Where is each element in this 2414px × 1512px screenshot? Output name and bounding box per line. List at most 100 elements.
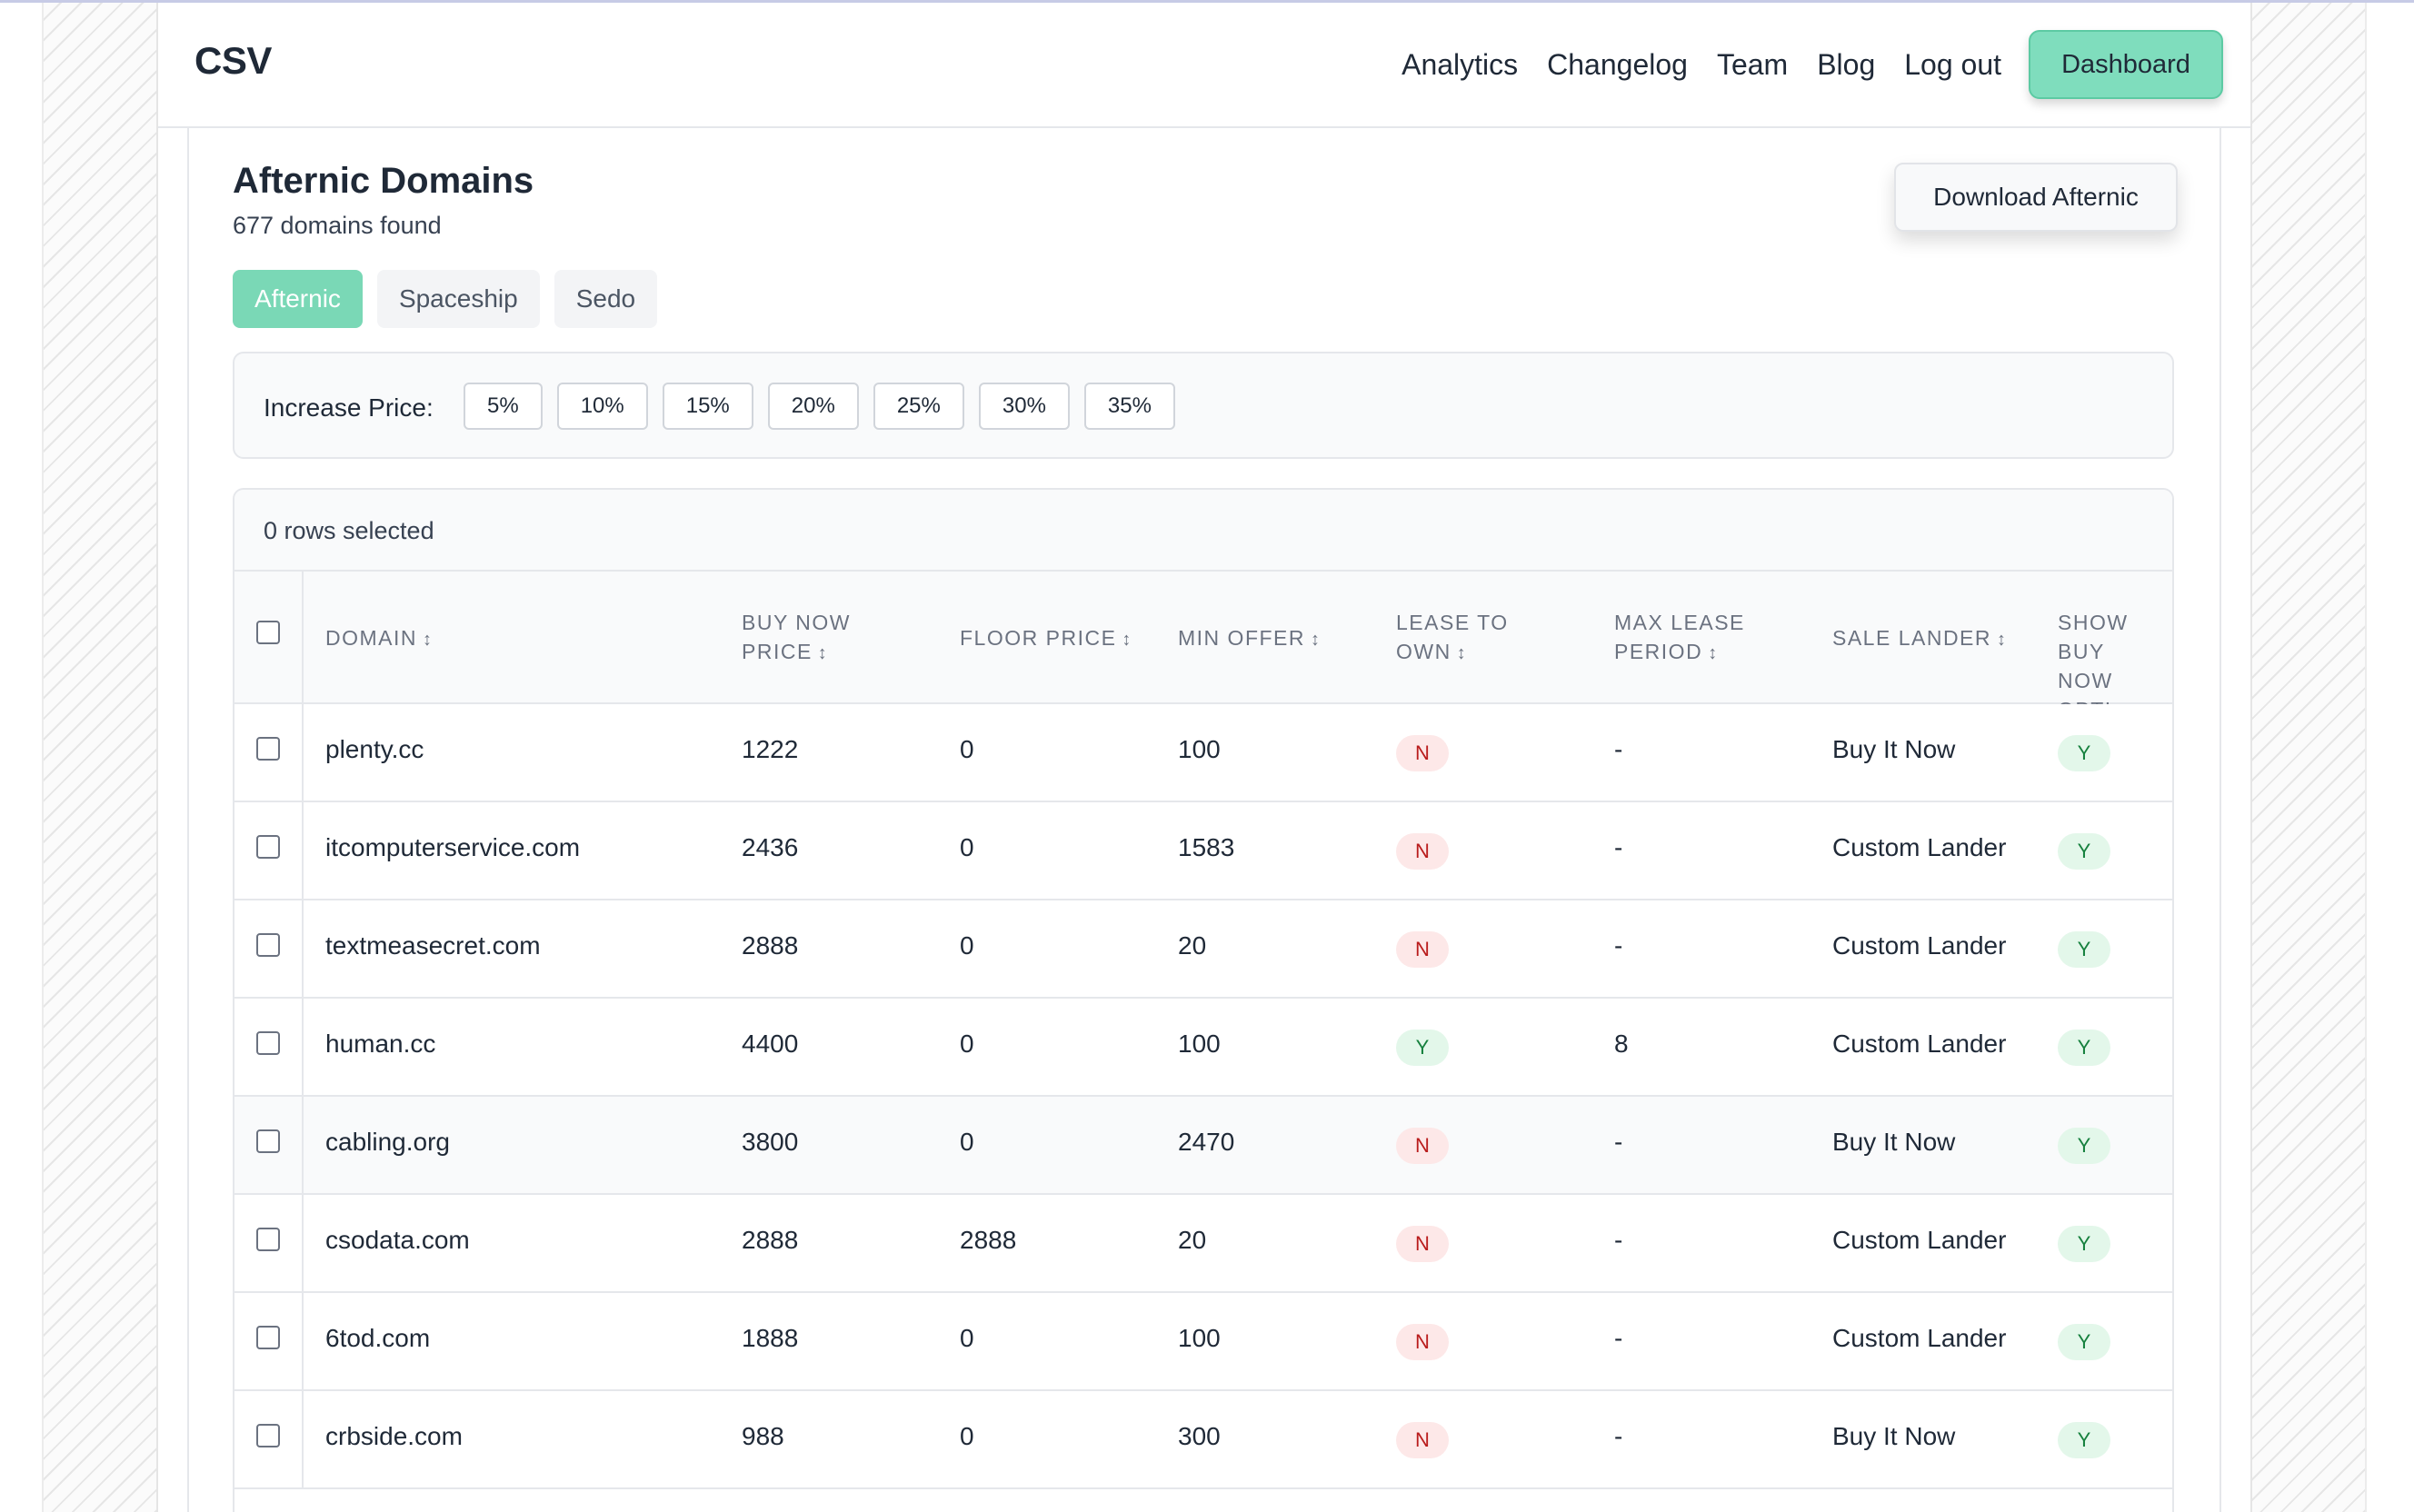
download-button[interactable]: Download Afternic xyxy=(1894,163,2178,232)
domain-cell: cabling.org xyxy=(325,1128,450,1156)
row-checkbox-cell xyxy=(234,900,304,997)
increase-price-label: Increase Price: xyxy=(264,393,434,422)
top-navbar: CSV Analytics Changelog Team Blog Log ou… xyxy=(158,3,2250,128)
table-row[interactable]: plenty.cc 1222 0 100 N - Buy It Now Y xyxy=(234,704,2172,802)
sale-lander-cell: Buy It Now xyxy=(1832,1422,1956,1450)
floor-price-cell: 0 xyxy=(960,735,974,763)
domain-cell: 6tod.com xyxy=(325,1324,431,1352)
increase-5-button[interactable]: 5% xyxy=(464,383,543,430)
table-row[interactable]: textmeasecret.com 2888 0 20 N - Custom L… xyxy=(234,900,2172,999)
show-buy-now-badge: Y xyxy=(2058,931,2110,968)
max-lease-period-cell: - xyxy=(1614,1226,1623,1254)
max-lease-period-cell: - xyxy=(1614,833,1623,861)
buy-now-price-cell: 988 xyxy=(742,1422,784,1450)
increase-10-button[interactable]: 10% xyxy=(556,383,648,430)
nav-link-analytics[interactable]: Analytics xyxy=(1402,48,1519,81)
table-body: plenty.cc 1222 0 100 N - Buy It Now Y it… xyxy=(234,704,2172,1489)
header-max-lease-period[interactable]: MAX LEASE PERIOD ↕ xyxy=(1614,611,1745,663)
lease-to-own-badge: N xyxy=(1396,931,1449,968)
buy-now-price-cell: 2888 xyxy=(742,931,799,960)
min-offer-cell: 2470 xyxy=(1178,1128,1235,1156)
max-lease-period-cell: - xyxy=(1614,1324,1623,1352)
table-row[interactable]: 6tod.com 1888 0 100 N - Custom Lander Y xyxy=(234,1293,2172,1391)
table-header: DOMAIN ↕ BUY NOW PRICE ↕ FLOOR PRICE ↕ MIN O… xyxy=(234,572,2172,721)
tab-sedo[interactable]: Sedo xyxy=(554,270,658,328)
header-checkbox-cell xyxy=(234,572,304,702)
selection-bar: 0 rows selected xyxy=(234,490,2172,572)
floor-price-cell: 2888 xyxy=(960,1226,1017,1254)
table-row[interactable]: itcomputerservice.com 2436 0 1583 N - Cu… xyxy=(234,802,2172,900)
domains-table: 0 rows selected DOMAIN ↕ BUY NOW PRICE ↕ FL… xyxy=(233,488,2174,1512)
row-checkbox-cell xyxy=(234,1195,304,1291)
table-row[interactable]: csodata.com 2888 2888 20 N - Custom Land… xyxy=(234,1195,2172,1293)
domain-cell: human.cc xyxy=(325,1030,436,1058)
increase-price-buttons: 5% 10% 15% 20% 25% 30% 35% xyxy=(464,383,1190,430)
buy-now-price-cell: 4400 xyxy=(742,1030,799,1058)
row-checkbox[interactable] xyxy=(256,737,280,761)
show-buy-now-badge: Y xyxy=(2058,1422,2110,1458)
row-checkbox[interactable] xyxy=(256,1129,280,1153)
show-buy-now-badge: Y xyxy=(2058,1128,2110,1164)
sort-icon: ↕ xyxy=(1997,630,2008,650)
domain-cell: csodata.com xyxy=(325,1226,470,1254)
floor-price-cell: 0 xyxy=(960,1422,974,1450)
header-min-offer[interactable]: MIN OFFER ↕ xyxy=(1178,626,1322,650)
nav-link-blog[interactable]: Blog xyxy=(1817,48,1876,81)
brand-logo[interactable]: CSV xyxy=(195,39,272,82)
domain-cell: crbside.com xyxy=(325,1422,463,1450)
row-checkbox-cell xyxy=(234,1293,304,1389)
row-checkbox-cell xyxy=(234,1097,304,1193)
row-checkbox[interactable] xyxy=(256,933,280,957)
min-offer-cell: 300 xyxy=(1178,1422,1221,1450)
increase-30-button[interactable]: 30% xyxy=(978,383,1070,430)
show-buy-now-badge: Y xyxy=(2058,735,2110,771)
domain-cell: itcomputerservice.com xyxy=(325,833,581,861)
table-row[interactable]: human.cc 4400 0 100 Y 8 Custom Lander Y xyxy=(234,999,2172,1097)
domain-cell: textmeasecret.com xyxy=(325,931,541,960)
header-lease-to-own[interactable]: LEASE TO OWN ↕ xyxy=(1396,611,1509,663)
buy-now-price-cell: 2436 xyxy=(742,833,799,861)
increase-15-button[interactable]: 15% xyxy=(662,383,753,430)
table-row[interactable]: crbside.com 988 0 300 N - Buy It Now Y xyxy=(234,1391,2172,1489)
header-sale-lander[interactable]: SALE LANDER ↕ xyxy=(1832,626,2008,650)
row-checkbox[interactable] xyxy=(256,1326,280,1349)
row-checkbox[interactable] xyxy=(256,1424,280,1447)
domains-card: Afternic Domains 677 domains found Downl… xyxy=(187,128,2221,1512)
sale-lander-cell: Custom Lander xyxy=(1832,1030,2007,1058)
lease-to-own-badge: N xyxy=(1396,1128,1449,1164)
dashboard-button[interactable]: Dashboard xyxy=(2029,30,2223,99)
nav-link-changelog[interactable]: Changelog xyxy=(1547,48,1688,81)
table-row[interactable]: cabling.org 3800 0 2470 N - Buy It Now Y xyxy=(234,1097,2172,1195)
domains-count: 677 domains found xyxy=(233,212,442,239)
floor-price-cell: 0 xyxy=(960,1128,974,1156)
row-checkbox-cell xyxy=(234,999,304,1095)
sort-icon: ↕ xyxy=(817,643,829,663)
show-buy-now-badge: Y xyxy=(2058,833,2110,870)
selection-count: 0 rows selected xyxy=(264,517,434,544)
sale-lander-cell: Buy It Now xyxy=(1832,1128,1956,1156)
tab-afternic[interactable]: Afternic xyxy=(233,270,363,328)
nav-link-logout[interactable]: Log out xyxy=(1904,48,2001,81)
select-all-checkbox[interactable] xyxy=(256,621,280,644)
nav-link-team[interactable]: Team xyxy=(1716,48,1789,81)
row-checkbox[interactable] xyxy=(256,1031,280,1055)
header-floor-price[interactable]: FLOOR PRICE ↕ xyxy=(960,626,1132,650)
buy-now-price-cell: 1888 xyxy=(742,1324,799,1352)
header-domain[interactable]: DOMAIN ↕ xyxy=(325,626,434,650)
sale-lander-cell: Buy It Now xyxy=(1832,735,1956,763)
increase-price-panel: Increase Price: 5% 10% 15% 20% 25% 30% 3… xyxy=(233,352,2174,459)
increase-20-button[interactable]: 20% xyxy=(767,383,859,430)
increase-35-button[interactable]: 35% xyxy=(1083,383,1175,430)
row-checkbox[interactable] xyxy=(256,835,280,859)
lease-to-own-badge: N xyxy=(1396,1324,1449,1360)
row-checkbox-cell xyxy=(234,802,304,899)
increase-25-button[interactable]: 25% xyxy=(873,383,964,430)
page-title: Afternic Domains xyxy=(233,161,534,201)
header-buy-now-price[interactable]: BUY NOW PRICE ↕ xyxy=(742,611,851,663)
row-checkbox[interactable] xyxy=(256,1228,280,1251)
buy-now-price-cell: 2888 xyxy=(742,1226,799,1254)
tab-spaceship[interactable]: Spaceship xyxy=(376,270,540,328)
lease-to-own-badge: N xyxy=(1396,1226,1449,1262)
max-lease-period-cell: - xyxy=(1614,735,1623,763)
buy-now-price-cell: 1222 xyxy=(742,735,799,763)
